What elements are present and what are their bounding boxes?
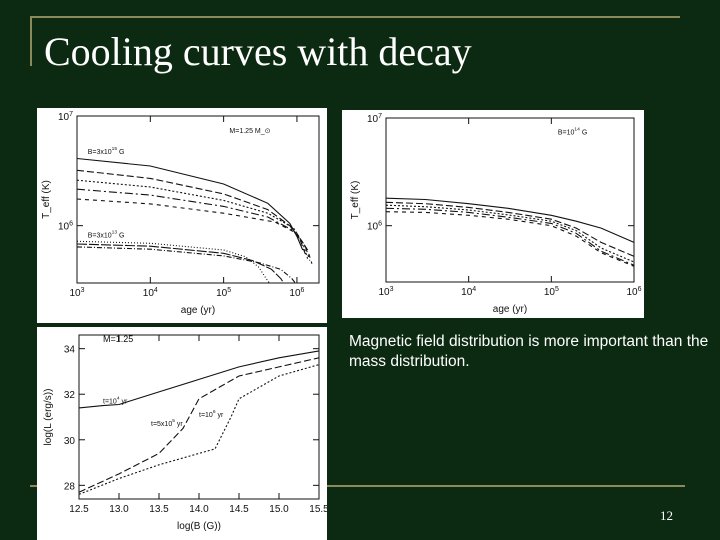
x-tick-label-c-4: 14.5 — [229, 504, 249, 515]
y-axis-label-a: T_eff (K) — [41, 180, 52, 219]
x-tick-label-b-2: 105 — [544, 286, 559, 298]
x-tick-label-c-1: 13.0 — [109, 504, 129, 515]
x-tick-label-a-3: 106 — [289, 287, 304, 299]
series-line-c-1 — [78, 357, 320, 493]
series-line-a-0 — [76, 157, 304, 251]
x-tick-label-b-0: 103 — [378, 286, 393, 298]
annotation-c-2: t=5x105 yr — [151, 418, 183, 428]
slide-title: Cooling curves with decay — [44, 29, 472, 74]
y-tick-label-b-1: 107 — [367, 113, 382, 125]
x-tick-label-a-2: 105 — [216, 287, 231, 299]
series-line-a-3 — [76, 188, 311, 261]
y-tick-label-c-0: 28 — [64, 481, 76, 492]
y-tick-label-c-3: 34 — [64, 345, 76, 356]
series-line-b-3 — [385, 207, 635, 266]
series-line-b-0 — [385, 197, 635, 243]
y-axis-label-c: log(L (erg/s)) — [43, 389, 54, 446]
x-tick-label-c-2: 13.5 — [149, 504, 169, 515]
annotation-a-1: B=3x1015 G — [88, 146, 125, 156]
plot-frame-a — [76, 115, 320, 284]
frame-top-line — [30, 16, 680, 18]
chart-panel-b: 103 104 105 106 106 107 age (yr) T_eff (K) B=101… — [342, 110, 644, 318]
series-line-a-6 — [76, 243, 285, 284]
annotation-a-0: M=1.25 M_⊙ — [229, 128, 270, 135]
x-tick-label-b-1: 104 — [461, 286, 476, 298]
annotation-c-3: t=106 yr — [199, 409, 224, 419]
annotation-b-0: B=1014 G — [558, 127, 587, 137]
x-tick-label-c-6: 15.5 — [309, 504, 327, 515]
series-line-a-5 — [76, 240, 270, 284]
frame-bottom-line — [30, 485, 685, 487]
y-tick-label-b-0: 106 — [367, 221, 382, 233]
page-number: 12 — [660, 508, 673, 523]
plot-frame-b — [385, 117, 635, 283]
annotation-c-0: M=1.25 — [103, 334, 133, 344]
chart-panel-c: 12.5 13.0 13.5 14.0 14.5 15.0 15.5 28 30 32 34 log(… — [37, 327, 327, 540]
x-tick-label-c-3: 14.0 — [189, 504, 209, 515]
y-tick-label-c-1: 30 — [64, 436, 76, 447]
series-line-a-4 — [76, 198, 313, 264]
chart-panel-a: 103 104 105 106 106 107 age (yr) T_eff (K) M=1.2… — [37, 108, 327, 323]
series-line-a-1 — [76, 169, 306, 255]
series-line-b-1 — [385, 201, 635, 257]
series-line-b-2 — [385, 204, 635, 263]
series-line-c-2 — [78, 364, 320, 495]
chart-c: 12.5 13.0 13.5 14.0 14.5 15.0 15.5 28 30 32 34 log(… — [43, 334, 327, 532]
chart-b: 103 104 105 106 106 107 age (yr) T_eff (K) B=101… — [350, 113, 642, 315]
y-tick-label-a-1: 107 — [58, 111, 73, 123]
y-tick-label-c-2: 32 — [64, 390, 76, 401]
y-axis-label-b: T_eff (K) — [350, 181, 361, 220]
x-axis-label-c: log(B (G)) — [177, 521, 221, 532]
x-tick-label-a-0: 103 — [69, 287, 84, 299]
x-axis-label-b: age (yr) — [493, 304, 527, 315]
frame-left-line — [30, 16, 32, 66]
x-tick-label-c-0: 12.5 — [69, 504, 89, 515]
x-tick-label-c-5: 15.0 — [269, 504, 289, 515]
chart-a: 103 104 105 106 106 107 age (yr) T_eff (K) M=1.2… — [41, 111, 320, 316]
series-line-a-7 — [76, 246, 296, 284]
x-tick-label-a-1: 104 — [143, 287, 158, 299]
series-line-c-0 — [78, 350, 320, 409]
slide-caption: Magnetic field distribution is more impo… — [349, 333, 709, 370]
annotation-a-2: B=3x1013 G — [88, 229, 125, 239]
y-tick-label-a-0: 106 — [58, 221, 73, 233]
x-axis-label-a: age (yr) — [181, 305, 215, 316]
x-tick-label-b-3: 106 — [626, 286, 641, 298]
series-line-b-4 — [385, 211, 635, 267]
annotation-c-1: t=104 yr — [103, 395, 128, 405]
